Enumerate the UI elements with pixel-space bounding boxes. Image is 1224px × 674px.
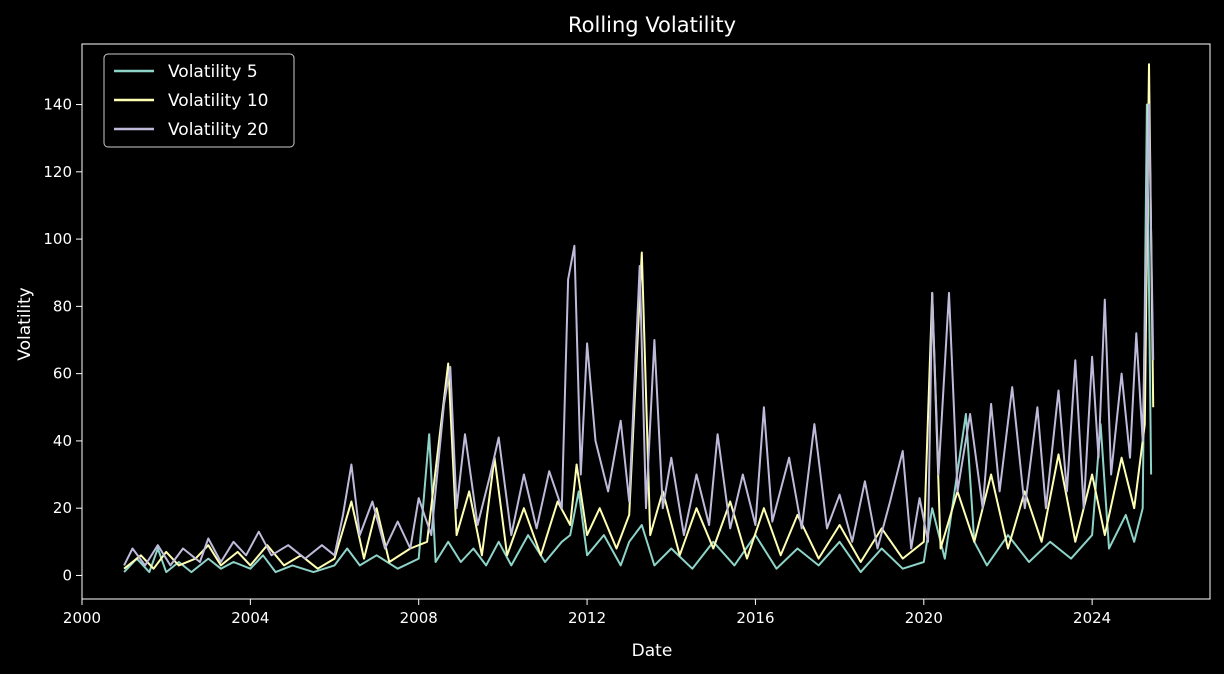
series-line-1: [123, 103, 1153, 574]
x-tick-label: 2012: [568, 609, 606, 627]
x-tick-label: 2000: [63, 609, 101, 627]
legend-box: [103, 53, 295, 148]
x-tick-label: 2004: [231, 609, 269, 627]
x-tick-label: 2016: [736, 609, 774, 627]
y-tick-label: 40: [53, 432, 72, 450]
x-tick-label: 2008: [400, 609, 438, 627]
x-axis-label: Date: [632, 641, 673, 661]
y-tick-label: 20: [53, 499, 72, 517]
legend-label: Volatility 5: [168, 62, 258, 82]
y-axis-label: Volatility: [15, 287, 35, 360]
y-tick-label: 100: [43, 230, 72, 248]
axes-layer: 2000 2004 2008 2012 2016 2020 2024 0 20 40 60 80 100…: [43, 43, 1211, 627]
y-tick-label: 140: [43, 96, 72, 114]
x-tick-label: 2020: [905, 609, 943, 627]
y-tick-label: 60: [53, 365, 72, 383]
x-tick-label: 2024: [1073, 609, 1111, 627]
y-tick-label: 120: [43, 163, 72, 181]
plot-frame: [81, 43, 1211, 600]
legend-label: Volatility 10: [168, 91, 268, 111]
series-layer: [123, 63, 1155, 574]
y-tick-label: 0: [62, 566, 72, 584]
y-tick-label: 80: [53, 297, 72, 315]
legend: Volatility 5 Volatility 10 Volatility 20: [103, 53, 295, 148]
chart-title: Rolling Volatility: [568, 13, 736, 37]
series-line-2: [123, 63, 1155, 570]
series-line-3: [123, 103, 1155, 567]
legend-label: Volatility 20: [168, 120, 268, 140]
